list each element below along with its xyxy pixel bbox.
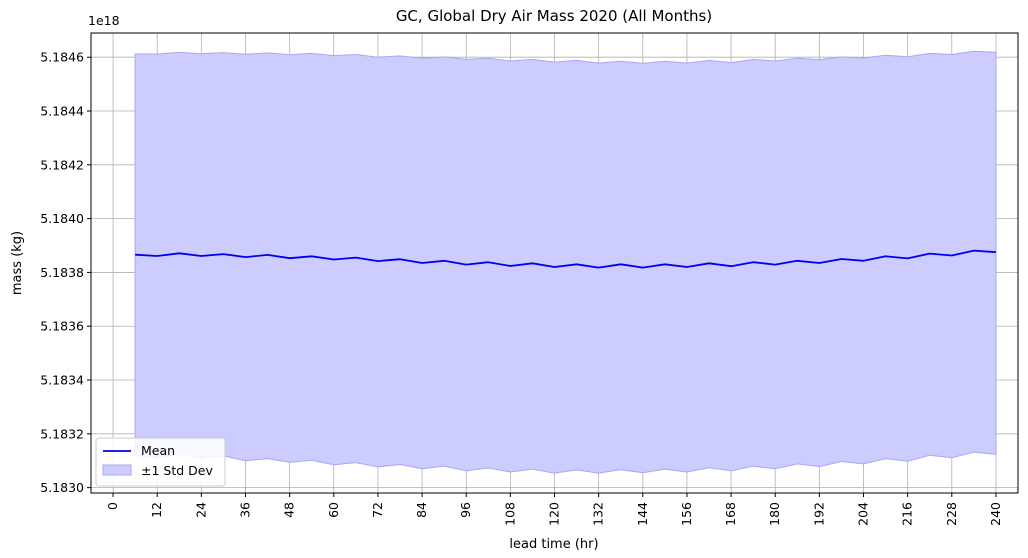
x-tick-label: 96: [458, 502, 473, 518]
x-tick-label: 216: [900, 502, 915, 526]
x-tick-label: 108: [502, 502, 517, 526]
y-tick-label: 5.1836: [40, 319, 84, 334]
x-axis-ticks: 0 12 24 36 48 60 72 84 96 108 120 132 144 156 168 180 19…: [105, 493, 1003, 526]
y-axis-ticks: 5.1830 5.1832 5.1834 5.1836 5.1838 5.1840 5.18…: [40, 50, 91, 495]
y-tick-label: 5.1842: [40, 157, 84, 172]
x-tick-label: 180: [767, 502, 782, 526]
x-tick-label: 204: [856, 502, 871, 526]
x-tick-label: 36: [238, 502, 253, 518]
x-axis-label: lead time (hr): [509, 537, 598, 552]
mean-line: [135, 249, 996, 269]
y-tick-label: 5.1832: [40, 426, 84, 441]
y-tick-label: 5.1846: [40, 50, 84, 65]
x-tick-label: 12: [149, 502, 164, 518]
x-tick-label: 240: [988, 502, 1003, 526]
mean-line-layer: [135, 249, 996, 269]
x-tick-label: 24: [193, 502, 208, 518]
y-tick-label: 5.1844: [40, 104, 84, 119]
y-axis-label: mass (kg): [10, 231, 25, 295]
x-tick-label: 132: [591, 502, 606, 526]
legend-mean-label: Mean: [141, 443, 175, 458]
legend-band-label: ±1 Std Dev: [141, 463, 213, 478]
legend: Mean ±1 Std Dev: [95, 437, 226, 487]
chart-title: GC, Global Dry Air Mass 2020 (All Months…: [396, 7, 712, 25]
legend-band-swatch: [102, 464, 132, 476]
x-tick-label: 84: [414, 502, 429, 518]
x-tick-label: 60: [326, 502, 341, 518]
x-tick-label: 144: [635, 502, 650, 526]
x-tick-label: 48: [282, 502, 297, 518]
x-tick-label: 156: [679, 502, 694, 526]
x-tick-label: 192: [811, 502, 826, 526]
x-tick-label: 0: [105, 502, 120, 510]
y-tick-label: 5.1834: [40, 373, 84, 388]
std-dev-band: [134, 50, 997, 474]
y-offset-label: 1e18: [88, 13, 120, 28]
y-tick-label: 5.1838: [40, 265, 84, 280]
x-tick-label: 72: [370, 502, 385, 518]
x-tick-label: 168: [723, 502, 738, 526]
x-tick-label: 228: [944, 502, 959, 526]
y-tick-label: 5.1840: [40, 211, 84, 226]
std-dev-band-layer: [134, 50, 997, 474]
x-tick-label: 120: [547, 502, 562, 526]
y-tick-label: 5.1830: [40, 480, 84, 495]
